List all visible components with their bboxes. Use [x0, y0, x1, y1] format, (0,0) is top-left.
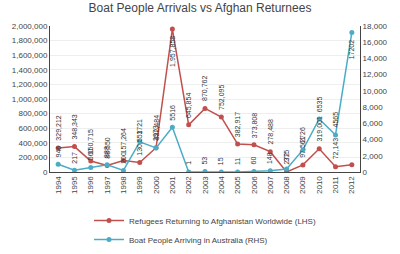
- svg-text:373,808: 373,808: [251, 113, 258, 138]
- svg-text:2726: 2726: [299, 127, 306, 143]
- svg-text:2001: 2001: [168, 176, 177, 194]
- svg-text:12,000: 12,000: [363, 70, 388, 79]
- svg-text:17202: 17202: [348, 40, 355, 60]
- svg-text:645,854: 645,854: [185, 93, 192, 118]
- svg-text:332,484: 332,484: [153, 115, 160, 140]
- svg-text:150,715: 150,715: [87, 129, 94, 154]
- svg-text:2007: 2007: [266, 176, 275, 194]
- svg-text:0: 0: [363, 168, 368, 177]
- svg-text:2004: 2004: [217, 176, 226, 194]
- svg-text:130,551: 130,551: [136, 130, 143, 155]
- svg-text:1998: 1998: [119, 176, 128, 194]
- svg-text:10,000: 10,000: [363, 87, 388, 96]
- svg-text:4,000: 4,000: [363, 135, 384, 144]
- svg-text:348,343: 348,343: [71, 114, 78, 139]
- svg-text:870,762: 870,762: [201, 76, 208, 101]
- svg-text:382,917: 382,917: [234, 112, 241, 137]
- svg-text:2006: 2006: [250, 176, 259, 194]
- svg-text:Boat People Arrivals vs Afghan: Boat People Arrivals vs Afghan Returnees: [89, 1, 312, 15]
- svg-text:4565: 4565: [332, 112, 339, 128]
- svg-text:200: 200: [120, 152, 127, 164]
- svg-text:600,000: 600,000: [18, 124, 47, 133]
- svg-text:97,561: 97,561: [299, 136, 306, 158]
- svg-text:88,550: 88,550: [104, 137, 111, 159]
- svg-text:2009: 2009: [298, 176, 307, 194]
- svg-text:3721: 3721: [136, 119, 143, 135]
- svg-text:1999: 1999: [135, 176, 144, 194]
- svg-text:2002: 2002: [184, 176, 193, 194]
- svg-text:6,000: 6,000: [363, 119, 384, 128]
- svg-text:2000: 2000: [152, 176, 161, 194]
- svg-text:1,800,000: 1,800,000: [12, 36, 48, 45]
- svg-text:1,200,000: 1,200,000: [12, 80, 48, 89]
- svg-text:0: 0: [43, 168, 48, 177]
- svg-text:18,000: 18,000: [363, 22, 388, 31]
- svg-text:217: 217: [71, 152, 78, 164]
- svg-text:2,000,000: 2,000,000: [12, 22, 48, 31]
- svg-text:157,264: 157,264: [120, 128, 127, 153]
- svg-text:200,000: 200,000: [18, 153, 47, 162]
- svg-text:1997: 1997: [103, 176, 112, 194]
- svg-text:148: 148: [266, 152, 273, 164]
- svg-text:319,001: 319,001: [316, 116, 323, 141]
- svg-text:2,000: 2,000: [363, 152, 384, 161]
- svg-text:560: 560: [87, 148, 94, 160]
- svg-text:53: 53: [201, 157, 208, 165]
- svg-text:1995: 1995: [70, 176, 79, 194]
- svg-text:14,000: 14,000: [363, 54, 388, 63]
- svg-text:15: 15: [217, 157, 224, 165]
- svg-text:1,600,000: 1,600,000: [12, 51, 48, 60]
- svg-text:400,000: 400,000: [18, 139, 47, 148]
- svg-text:2003: 2003: [201, 176, 210, 194]
- svg-text:11: 11: [234, 158, 241, 165]
- svg-text:278,488: 278,488: [267, 119, 274, 144]
- svg-text:1996: 1996: [86, 176, 95, 194]
- svg-text:6535: 6535: [316, 97, 323, 113]
- svg-text:60: 60: [250, 157, 257, 165]
- svg-text:Boat People Arriving in Austra: Boat People Arriving in Australia (RHS): [129, 236, 268, 245]
- svg-text:800,000: 800,000: [18, 109, 47, 118]
- svg-text:888: 888: [103, 146, 110, 158]
- svg-text:16,000: 16,000: [363, 38, 388, 47]
- svg-text:272: 272: [283, 153, 290, 165]
- svg-text:946: 946: [55, 146, 62, 158]
- svg-text:2011: 2011: [331, 176, 340, 194]
- svg-text:2010: 2010: [315, 176, 324, 194]
- svg-text:5516: 5516: [169, 105, 176, 121]
- svg-text:375: 375: [283, 150, 290, 162]
- svg-text:1,957,858: 1,957,858: [169, 36, 176, 67]
- svg-text:2012: 2012: [347, 176, 356, 194]
- svg-text:1,000,000: 1,000,000: [12, 95, 48, 104]
- svg-text:2005: 2005: [233, 176, 242, 194]
- svg-text:2973: 2973: [152, 125, 159, 141]
- svg-text:Refugees Returning to Afghanis: Refugees Returning to Afghanistan Worldw…: [129, 217, 316, 226]
- svg-text:1,400,000: 1,400,000: [12, 66, 48, 75]
- svg-text:1: 1: [185, 161, 192, 165]
- svg-text:329,212: 329,212: [55, 115, 62, 140]
- svg-text:1994: 1994: [54, 176, 63, 194]
- svg-text:72,143: 72,143: [332, 138, 339, 160]
- svg-text:2008: 2008: [282, 176, 291, 194]
- svg-text:8,000: 8,000: [363, 103, 384, 112]
- svg-text:752,095: 752,095: [218, 85, 225, 110]
